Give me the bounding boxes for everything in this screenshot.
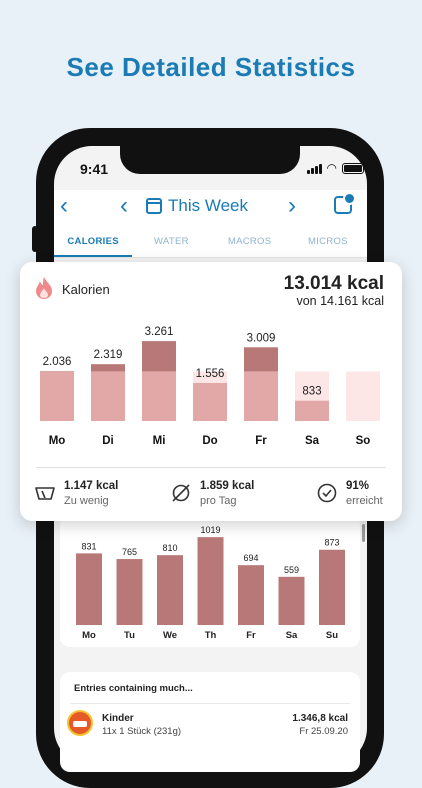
bar-value-label: 2.036: [43, 356, 72, 368]
stat-achieved: 91% erreicht: [346, 480, 383, 507]
daily-calories-chart: 831 Mo 765 Tu 810 We 1019 Th 694 Fr 559 Sa 873 Su: [60, 515, 360, 647]
stat-value: 1.147 kcal: [64, 480, 118, 492]
bar-goal-part: [40, 371, 74, 421]
bar-value-label: 1019: [200, 525, 220, 535]
day-label: Mo: [82, 630, 96, 641]
previous-week-chevron-icon[interactable]: ‹: [120, 192, 128, 220]
food-quantity: 11x 1 Stück (231g): [102, 726, 181, 737]
stat-average: 1.859 kcal pro Tag: [200, 480, 254, 507]
wifi-icon: ◠: [327, 161, 337, 175]
bar: [117, 559, 143, 625]
day-label: Fr: [255, 435, 267, 447]
day-label: Di: [102, 435, 114, 447]
stat-label: erreicht: [346, 495, 383, 507]
daily-calories-chart-card: 831 Mo 765 Tu 810 We 1019 Th 694 Fr 559 Sa 873 Su: [60, 515, 360, 647]
bar-value-label: 833: [302, 386, 321, 398]
day-label: Th: [205, 630, 217, 641]
bar: [157, 555, 183, 625]
day-label: Tu: [124, 630, 135, 641]
divider: [70, 703, 350, 704]
stat-value: 1.859 kcal: [200, 480, 254, 492]
bar-goal-part: [91, 371, 125, 421]
bar: [238, 565, 264, 625]
bar: [295, 401, 329, 421]
phone-side-button: [32, 226, 38, 252]
bar: [198, 537, 224, 625]
bar-value-label: 559: [284, 565, 299, 575]
bar-value-label: 873: [324, 538, 339, 548]
tab-calories[interactable]: CALORIES: [54, 222, 132, 257]
nav-bar: ‹ ‹ This Week ›: [54, 190, 367, 222]
day-label: Mo: [49, 435, 66, 447]
headline: See Detailed Statistics: [0, 52, 422, 83]
bar-value-label: 765: [122, 547, 137, 557]
bar: [193, 383, 227, 421]
status-time: 9:41: [80, 161, 108, 177]
signal-icon: [307, 163, 322, 174]
bar-value-label: 810: [162, 543, 177, 553]
bar-value-label: 694: [243, 553, 258, 563]
bar: [76, 553, 102, 625]
bar-goal-part: [244, 371, 278, 421]
day-label: We: [163, 630, 177, 641]
entries-title: Entries containing much...: [74, 683, 193, 694]
share-icon[interactable]: [334, 196, 352, 214]
bar-value-label: 3.261: [145, 326, 174, 338]
day-label: Sa: [286, 630, 298, 641]
bar-value-label: 2.319: [94, 349, 123, 361]
diameter-icon: [170, 482, 192, 504]
bar-goal-part: [142, 371, 176, 421]
divider: [36, 467, 386, 468]
food-thumbnail: [67, 710, 93, 736]
back-chevron-icon[interactable]: ‹: [60, 192, 68, 220]
bar-over-part: [91, 364, 125, 371]
bar: [279, 577, 305, 625]
status-icons: ◠: [307, 161, 364, 175]
phone-notch: [120, 146, 300, 174]
day-label: Mi: [153, 435, 166, 447]
tab-water[interactable]: WATER: [132, 222, 210, 257]
stat-label: Zu wenig: [64, 495, 118, 507]
calories-summary-card: Kalorien 13.014 kcal von 14.161 kcal 2.0…: [20, 262, 402, 521]
tab-bar: CALORIES WATER MACROS MICROS: [54, 222, 367, 258]
week-title[interactable]: This Week: [168, 196, 248, 216]
bar-value-label: 831: [81, 541, 96, 551]
weekly-calories-chart: 2.036 Mo 2.319 Di 3.261 Mi 1.556 Do 3.009 Fr 833 Sa…: [20, 262, 402, 462]
stat-value: 91%: [346, 480, 383, 492]
day-label: Fr: [246, 630, 256, 641]
bar-over-part: [244, 347, 278, 371]
battery-icon: [342, 163, 364, 174]
gauge-icon: [34, 482, 56, 504]
bar: [319, 550, 345, 625]
day-label: Sa: [305, 435, 320, 447]
scroll-indicator[interactable]: [362, 524, 365, 542]
food-kcal: 1.346,8 kcal: [292, 713, 348, 724]
food-date: Fr 25.09.20: [299, 726, 348, 737]
stat-label: pro Tag: [200, 495, 254, 507]
bar-empty: [346, 371, 380, 421]
tab-macros[interactable]: MACROS: [211, 222, 289, 257]
tab-micros[interactable]: MICROS: [289, 222, 367, 257]
day-label: So: [356, 435, 371, 447]
stat-deficit: 1.147 kcal Zu wenig: [64, 480, 118, 507]
day-label: Do: [202, 435, 217, 447]
bar-over-part: [142, 341, 176, 371]
next-week-chevron-icon[interactable]: ›: [288, 192, 296, 220]
entries-card: Entries containing much... Kinder 11x 1 …: [60, 672, 360, 772]
day-label: Su: [326, 630, 338, 641]
calendar-icon[interactable]: [146, 198, 162, 214]
bar-value-label: 3.009: [247, 332, 276, 344]
check-circle-icon: [316, 482, 338, 504]
bar-value-label: 1.556: [196, 368, 225, 380]
food-name[interactable]: Kinder: [102, 713, 134, 724]
